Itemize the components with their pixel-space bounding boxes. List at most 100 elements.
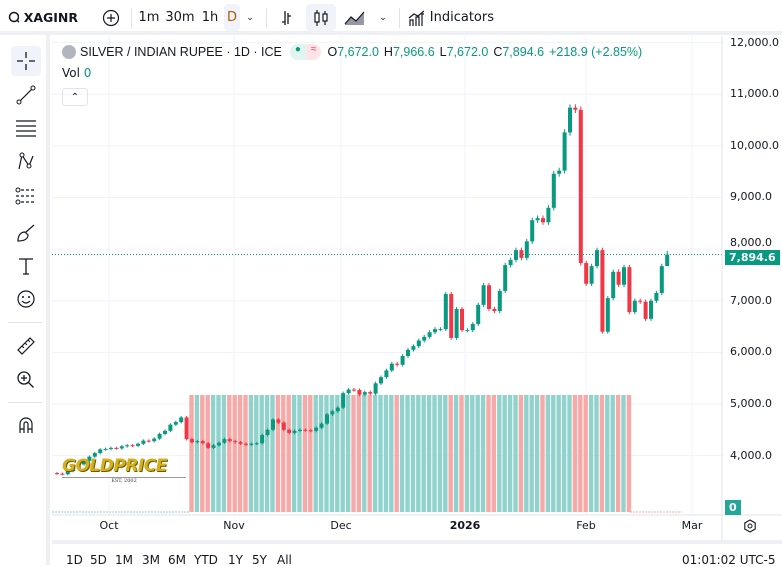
chart-style-dropdown[interactable]: ⌄: [376, 4, 390, 31]
collapse-legend-button[interactable]: ⌃: [62, 88, 88, 106]
crosshair-tool[interactable]: [11, 46, 41, 76]
volume-bar: [497, 395, 502, 512]
prediction-tool[interactable]: [11, 181, 41, 211]
candle-body: [103, 448, 108, 450]
symbol-title[interactable]: SILVER / INDIAN RUPEE · 1D · ICE: [80, 45, 282, 59]
magnet-icon: [19, 417, 33, 433]
compare-button[interactable]: [97, 4, 124, 31]
zoom-in-icon: [17, 371, 34, 388]
candle-body: [622, 267, 626, 285]
zoom-tool[interactable]: [11, 365, 41, 395]
volume-bar: [426, 395, 432, 512]
volume-legend: Vol 0: [62, 66, 91, 80]
range-5d[interactable]: 5D: [90, 553, 107, 567]
fib-tool[interactable]: [11, 113, 41, 143]
volume-bar: [410, 395, 416, 512]
candle-body: [292, 430, 297, 433]
time-tick: Oct: [99, 519, 119, 532]
text-tool[interactable]: [11, 251, 41, 281]
top-toolbar: XAGINR 1m 30m 1h D ⌄ ⌄ Indicators: [0, 0, 782, 35]
volume-bar: [372, 395, 378, 512]
volume-bar: [621, 395, 626, 512]
area-chart-icon: [344, 11, 365, 25]
candles-style-button[interactable]: [306, 4, 336, 31]
market-status[interactable]: ● ≈: [289, 44, 322, 60]
brush-tool[interactable]: [11, 218, 41, 248]
volume-bar: [399, 395, 405, 512]
volume-bar: [524, 395, 529, 512]
crosshair-icon: [17, 52, 35, 70]
interval-1h[interactable]: 1h: [201, 10, 219, 25]
candle-body: [357, 390, 362, 395]
clock[interactable]: 01:01:02 UTC-5: [682, 553, 776, 567]
candle-body: [508, 259, 513, 266]
candle-body: [551, 173, 556, 208]
trend-line-tool[interactable]: [11, 80, 41, 110]
candle-body: [125, 445, 130, 447]
range-ytd[interactable]: YTD: [194, 553, 218, 567]
range-1y[interactable]: 1Y: [228, 553, 243, 567]
low-label: L: [439, 45, 447, 59]
candle-body: [384, 370, 389, 378]
area-style-button[interactable]: [341, 4, 369, 31]
emoji-tool[interactable]: [11, 284, 41, 314]
range-all[interactable]: All: [277, 553, 292, 567]
indicators-button[interactable]: Indicators: [408, 4, 494, 31]
candle-body: [611, 271, 616, 299]
candle-body: [427, 332, 432, 337]
bars-icon: [282, 10, 291, 25]
open-label: O: [327, 45, 338, 59]
candle-body: [335, 407, 340, 412]
candle-body: [114, 447, 119, 449]
candle-body: [654, 292, 659, 301]
volume-bar: [491, 395, 497, 512]
interval-1m[interactable]: 1m: [138, 10, 160, 25]
pattern-tool[interactable]: [11, 147, 41, 177]
candle-body: [82, 460, 86, 465]
candle-body: [546, 207, 551, 223]
candle-body: [227, 439, 232, 442]
volume-bar: [502, 395, 507, 512]
price-tick: 11,000.0: [730, 87, 779, 101]
range-6m[interactable]: 6M: [168, 553, 186, 567]
price-tick: 10,000.0: [730, 138, 779, 152]
close-label: C: [493, 45, 503, 59]
candle-body: [535, 218, 540, 221]
interval-d[interactable]: D: [224, 4, 240, 31]
interval-30m[interactable]: 30m: [165, 10, 195, 25]
candle-body: [476, 304, 481, 324]
volume-bar: [389, 395, 394, 512]
range-3m[interactable]: 3M: [142, 553, 160, 567]
volume-bar: [383, 395, 389, 512]
volume-bar: [308, 395, 313, 512]
volume-bar: [561, 395, 567, 512]
candle-body: [632, 300, 637, 313]
volume-bar: [448, 395, 453, 512]
volume-bar: [302, 395, 308, 512]
axis-settings-button[interactable]: [743, 518, 757, 537]
measure-tool[interactable]: [11, 331, 41, 361]
candle-body: [281, 422, 286, 430]
interval-dropdown[interactable]: ⌄: [243, 4, 257, 31]
volume-bar: [416, 395, 421, 512]
volume-bar: [351, 395, 356, 512]
bars-style-button[interactable]: [276, 4, 300, 31]
symbol-name: XAGINR: [23, 10, 78, 25]
candle-body: [616, 271, 621, 285]
candle-body: [271, 419, 275, 430]
candle-body: [406, 349, 410, 356]
candle-body: [136, 443, 140, 446]
range-5y[interactable]: 5Y: [252, 553, 267, 567]
range-1m[interactable]: 1M: [115, 553, 133, 567]
volume-bar: [264, 395, 270, 512]
candle-body: [179, 417, 184, 423]
candle-body: [308, 430, 313, 432]
candle-body: [287, 429, 292, 433]
range-1d[interactable]: 1D: [66, 553, 83, 567]
symbol-search[interactable]: XAGINR: [8, 4, 78, 31]
candle-body: [98, 449, 103, 454]
candle-body: [244, 443, 248, 445]
magnet-tool[interactable]: [11, 410, 41, 440]
candle-body: [481, 285, 486, 305]
